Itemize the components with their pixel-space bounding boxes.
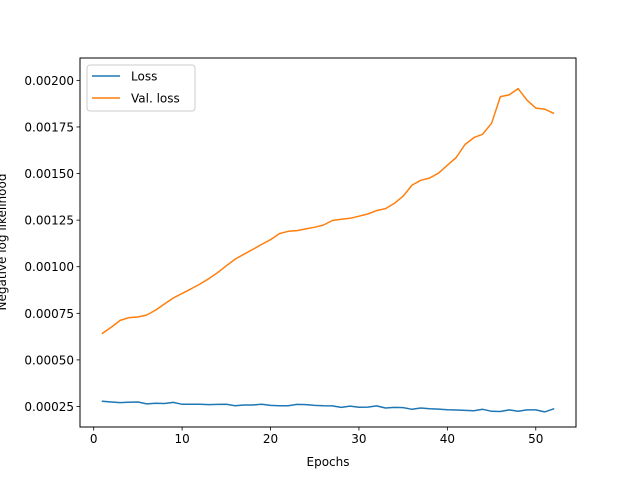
y-tick-label: 0.00125 xyxy=(24,214,74,228)
axes-frame xyxy=(79,57,577,428)
y-tick-label: 0.00150 xyxy=(24,167,74,181)
x-axis: 0 10 20 30 40 50 xyxy=(90,427,543,446)
y-tick-label: 0.00175 xyxy=(24,120,74,134)
series-line-0 xyxy=(101,400,555,413)
x-tick-label: 0 xyxy=(90,432,98,446)
x-tick-label: 40 xyxy=(440,432,455,446)
x-tick-label: 20 xyxy=(263,432,278,446)
y-tick-label: 0.00200 xyxy=(24,74,74,88)
legend-label-0: Loss xyxy=(131,70,157,84)
x-axis-label: Epochs xyxy=(307,455,350,469)
y-axis-label: Negative log likelihood xyxy=(0,174,9,311)
legend-label-1: Val. loss xyxy=(131,92,180,106)
y-tick-label: 0.00100 xyxy=(24,260,74,274)
y-axis: 0.00025 0.00050 0.00075 0.00100 0.00125 0.001… xyxy=(24,74,80,414)
y-tick-label: 0.00075 xyxy=(24,307,74,321)
series-line-1 xyxy=(101,87,555,335)
y-tick-label: 0.00025 xyxy=(24,400,74,414)
y-tick-label: 0.00050 xyxy=(24,353,74,367)
x-tick-label: 50 xyxy=(528,432,543,446)
x-tick-label: 10 xyxy=(174,432,189,446)
legend: Loss Val. loss xyxy=(86,64,196,112)
series-layer xyxy=(101,87,555,413)
x-tick-label: 30 xyxy=(351,432,366,446)
